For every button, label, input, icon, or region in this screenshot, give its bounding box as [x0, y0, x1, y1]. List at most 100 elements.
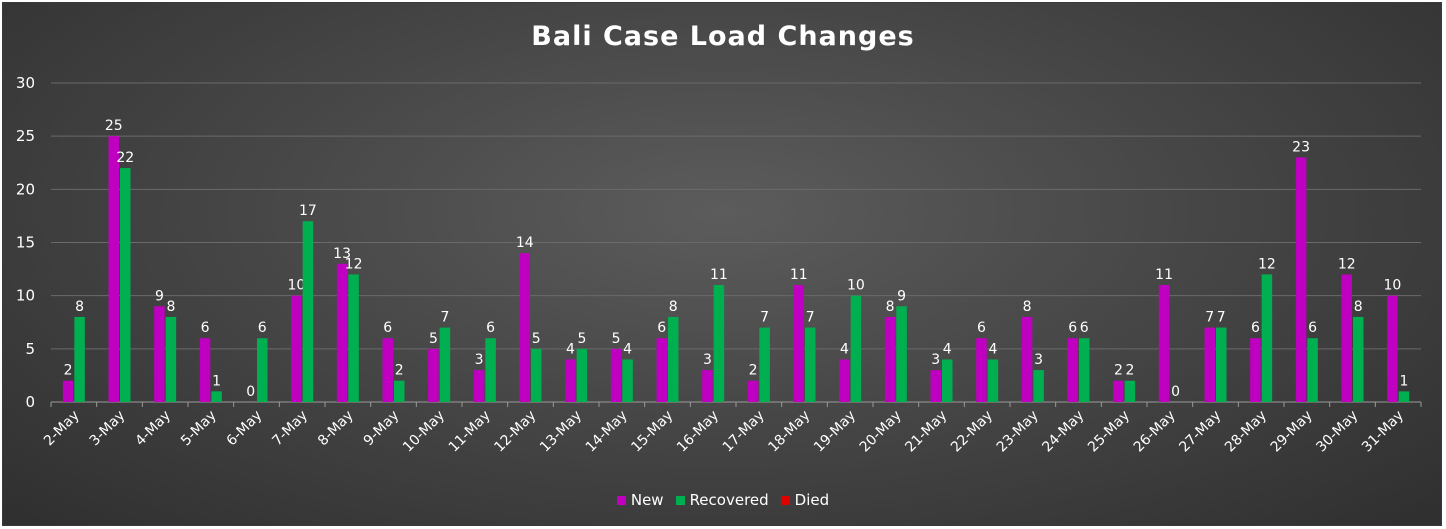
bar-recovered	[805, 327, 816, 402]
data-label-recovered: 22	[116, 150, 134, 166]
bar-new	[154, 306, 165, 402]
x-tick-label: 20-May	[857, 408, 905, 456]
y-tick-label: 25	[16, 127, 35, 145]
x-tick-label: 27-May	[1176, 408, 1224, 456]
bar-new	[519, 253, 530, 402]
bar-recovered	[987, 359, 999, 402]
data-label-new: 0	[246, 384, 255, 400]
data-label-new: 2	[1114, 363, 1123, 379]
bar-new	[291, 295, 302, 402]
bar-new	[1295, 157, 1307, 402]
x-tick-label: 26-May	[1131, 408, 1179, 456]
bar-recovered	[74, 316, 85, 402]
x-tick-label: 4-May	[132, 408, 174, 450]
bar-recovered	[1079, 338, 1090, 402]
data-label-new: 3	[703, 352, 712, 368]
bar-recovered	[531, 348, 542, 402]
x-tick-label: 21-May	[902, 408, 950, 456]
data-label-recovered: 7	[760, 310, 769, 326]
data-label-recovered: 9	[897, 288, 906, 304]
data-label-new: 11	[1155, 267, 1173, 283]
data-label-new: 8	[886, 299, 895, 315]
data-label-new: 13	[333, 246, 351, 262]
x-tick-label: 25-May	[1085, 408, 1133, 456]
bar-recovered	[1124, 380, 1136, 402]
data-label-recovered: 6	[1080, 320, 1089, 336]
bar-new	[1387, 295, 1398, 402]
chart-plot: 0510152025302259601013653144563211483686…	[16, 74, 1422, 456]
x-tick-label: 31-May	[1359, 408, 1407, 456]
x-tick-label: 9-May	[361, 408, 403, 450]
x-tick-label: 24-May	[1039, 408, 1087, 456]
legend-label: Recovered	[689, 491, 769, 509]
bar-new	[1341, 274, 1352, 402]
bar-recovered	[759, 327, 770, 402]
data-label-recovered: 8	[669, 299, 678, 315]
chart-title: Bali Case Load Changes	[531, 21, 915, 52]
bar-new	[382, 338, 393, 402]
data-label-new: 6	[977, 320, 986, 336]
data-label-recovered: 5	[577, 331, 586, 347]
x-tick-label: 19-May	[811, 408, 859, 456]
y-tick-label: 10	[16, 287, 35, 305]
x-tick-label: 15-May	[628, 408, 676, 456]
bar-new	[473, 370, 485, 402]
bar-new	[1204, 327, 1215, 402]
bar-new	[62, 380, 74, 402]
chart-legend: New Recovered Died	[3, 491, 1441, 509]
bar-recovered	[211, 391, 222, 402]
data-label-new: 5	[612, 331, 621, 347]
data-label-recovered: 4	[943, 341, 952, 357]
data-label-recovered: 10	[847, 278, 865, 294]
data-label-new: 10	[288, 278, 306, 294]
bar-recovered	[942, 359, 953, 402]
data-label-new: 23	[1292, 139, 1310, 155]
bar-recovered	[394, 380, 405, 402]
y-tick-label: 15	[16, 234, 35, 252]
data-label-recovered: 8	[75, 299, 84, 315]
data-label-recovered: 6	[258, 320, 267, 336]
legend-label: Died	[794, 491, 830, 509]
x-tick-label: 22-May	[948, 408, 996, 456]
data-label-recovered: 5	[532, 331, 541, 347]
bar-new	[839, 359, 850, 402]
y-tick-label: 30	[16, 74, 35, 92]
data-label-new: 6	[1251, 320, 1260, 336]
data-label-recovered: 1	[212, 373, 221, 389]
x-tick-label: 23-May	[994, 408, 1042, 456]
bar-recovered	[576, 348, 588, 402]
x-tick-label: 28-May	[1222, 408, 1270, 456]
data-label-recovered: 4	[988, 341, 997, 357]
data-label-new: 9	[155, 288, 164, 304]
bar-new	[656, 338, 667, 402]
x-tick-label: 11-May	[446, 408, 494, 456]
data-label-new: 7	[1205, 310, 1214, 326]
bar-recovered	[165, 316, 177, 402]
legend-swatch	[616, 495, 626, 505]
data-label-new: 3	[475, 352, 484, 368]
bar-recovered	[1307, 338, 1318, 402]
bar-recovered	[1216, 327, 1227, 402]
data-label-recovered: 7	[806, 310, 815, 326]
data-label-recovered: 6	[486, 320, 495, 336]
data-label-new: 14	[516, 235, 534, 251]
bar-new	[1250, 338, 1261, 402]
data-label-new: 6	[1068, 320, 1077, 336]
data-label-recovered: 0	[1171, 384, 1180, 400]
bar-new	[702, 370, 713, 402]
data-label-new: 10	[1384, 278, 1402, 294]
bar-recovered	[257, 338, 268, 402]
legend-swatch	[780, 495, 790, 505]
data-label-recovered: 17	[299, 203, 317, 219]
legend-item-recovered: Recovered	[675, 491, 769, 509]
bar-new	[428, 348, 439, 402]
data-label-recovered: 12	[345, 256, 363, 272]
bar-recovered	[485, 338, 496, 402]
data-label-new: 25	[105, 118, 123, 134]
legend-item-new: New	[616, 491, 664, 509]
bar-new	[1021, 316, 1033, 402]
data-label-recovered: 12	[1258, 256, 1276, 272]
data-label-recovered: 11	[710, 267, 728, 283]
data-label-new: 2	[64, 363, 73, 379]
